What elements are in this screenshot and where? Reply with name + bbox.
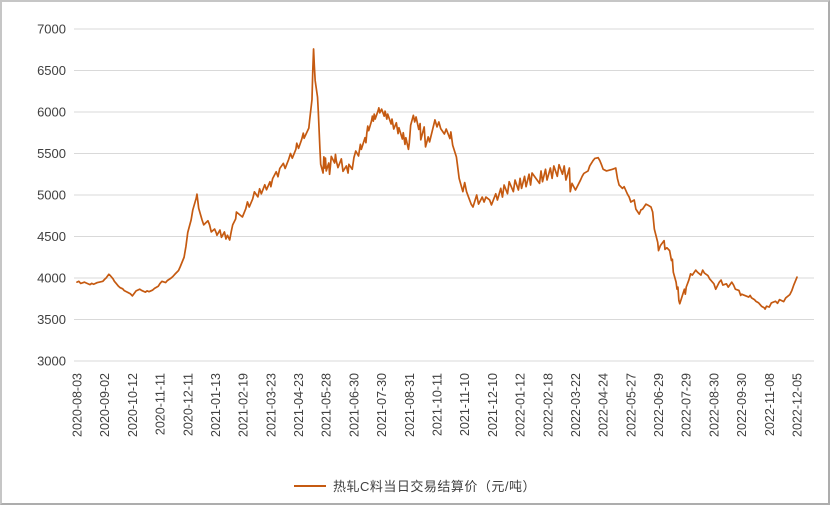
x-axis-label: 2020-08-03: [71, 373, 85, 437]
legend: 热轧C料当日交易结算价（元/吨）: [2, 476, 828, 495]
x-axis-label: 2022-06-29: [652, 373, 666, 437]
x-axis-label: 2020-10-12: [126, 373, 140, 437]
x-axis-label: 2022-08-30: [707, 373, 721, 437]
x-axis-label: 2021-12-10: [486, 373, 500, 437]
y-axis-label: 3500: [37, 312, 66, 327]
y-axis-label: 3000: [37, 354, 66, 369]
x-axis-label: 2021-04-23: [292, 373, 306, 437]
x-axis-label: 2021-02-19: [237, 373, 251, 437]
x-axis-label: 2022-07-29: [680, 373, 694, 437]
x-axis-label: 2021-10-11: [431, 373, 445, 436]
x-axis-label: 2022-03-22: [569, 373, 583, 437]
y-axis-label: 4500: [37, 229, 66, 244]
x-axis-label: 2021-07-30: [375, 373, 389, 437]
y-axis-label: 7000: [37, 22, 66, 37]
x-axis-label: 2022-04-24: [597, 373, 611, 437]
x-axis-label: 2021-08-31: [403, 373, 417, 437]
y-axis-label: 6000: [37, 105, 66, 120]
legend-line-swatch: [293, 484, 326, 487]
x-axis-label: 2022-01-12: [514, 373, 528, 437]
y-axis-label: 6500: [37, 63, 66, 78]
x-axis-label: 2021-11-10: [458, 373, 472, 436]
legend-label: 热轧C料当日交易结算价（元/吨）: [332, 479, 536, 494]
x-axis-label: 2021-05-28: [320, 373, 334, 437]
x-axis-label: 2022-12-05: [791, 373, 805, 437]
x-axis-label: 2020-11-11: [154, 373, 168, 435]
x-axis-label: 2021-03-23: [264, 373, 278, 437]
y-axis-label: 5000: [37, 188, 66, 203]
y-axis-label: 5500: [37, 146, 66, 161]
x-axis-label: 2021-01-13: [209, 373, 223, 437]
x-axis-label: 2022-11-08: [763, 373, 777, 436]
x-axis-label: 2020-09-02: [98, 373, 112, 437]
y-axis-label: 4000: [37, 271, 66, 286]
price-line: [76, 48, 798, 310]
x-axis-label: 2022-02-18: [541, 373, 555, 437]
x-axis-label: 2022-09-30: [735, 373, 749, 437]
x-axis-label: 2022-05-27: [624, 373, 638, 437]
x-axis-label: 2021-06-30: [347, 373, 361, 437]
x-axis-label: 2020-12-11: [181, 373, 195, 436]
